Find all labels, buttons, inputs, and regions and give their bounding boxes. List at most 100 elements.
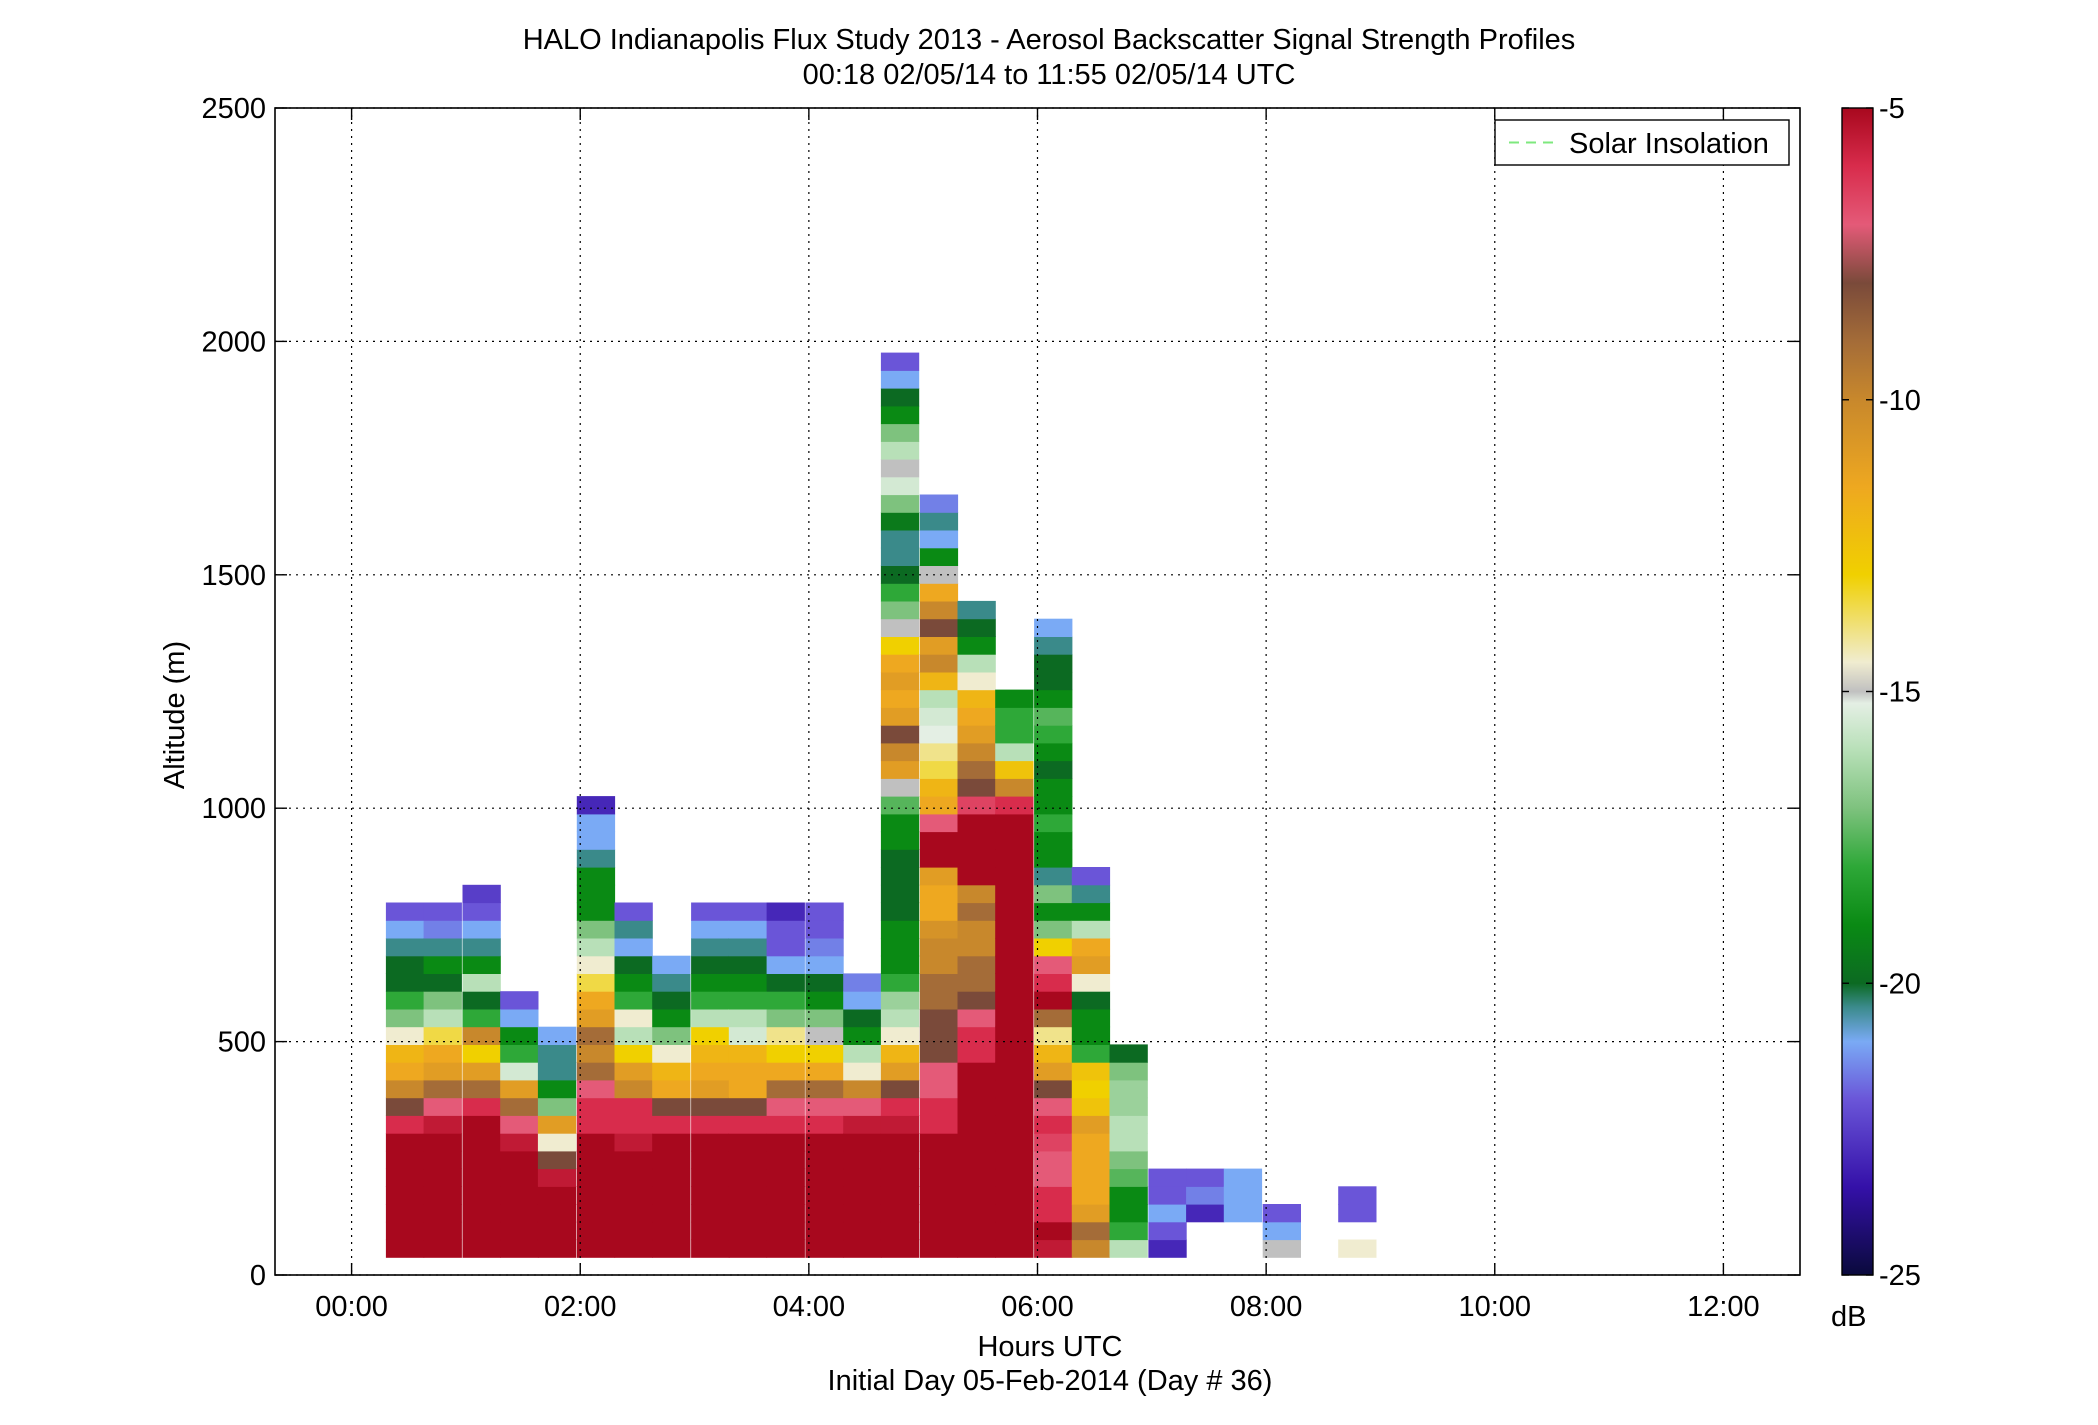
heatmap-cell [919, 1044, 959, 1063]
heatmap-cell [1338, 1239, 1377, 1258]
heatmap-cell [919, 796, 959, 815]
heatmap-cell [957, 831, 996, 850]
heatmap-cell [1071, 867, 1111, 886]
heatmap-cell [995, 796, 1034, 815]
heatmap-cell [576, 867, 616, 886]
heatmap-cell [766, 1062, 805, 1081]
heatmap-cell [766, 955, 805, 974]
heatmap-cell [423, 973, 462, 992]
heatmap-cell [919, 991, 959, 1010]
heatmap-cell [691, 1186, 730, 1205]
heatmap-cell [652, 1133, 691, 1152]
heatmap-cell [576, 1026, 616, 1045]
heatmap-cell [537, 1239, 577, 1258]
heatmap-cell [843, 1239, 882, 1258]
heatmap-cell [728, 1168, 768, 1187]
heatmap-cell [957, 1079, 996, 1099]
heatmap-cell [652, 1168, 691, 1187]
heatmap-cell [691, 1008, 730, 1028]
heatmap-cell [385, 1221, 425, 1241]
heatmap-cell [1071, 902, 1111, 921]
y-tick-label: 1000 [201, 793, 266, 825]
heatmap-cell [614, 902, 653, 921]
heatmap-cell [919, 725, 959, 744]
heatmap-cell [576, 902, 616, 921]
heatmap-cell [1034, 973, 1073, 992]
heatmap-cell [691, 920, 730, 939]
heatmap-cell [691, 1168, 730, 1187]
heatmap-cell [805, 1186, 844, 1205]
heatmap-cell [919, 778, 959, 797]
heatmap-cell [728, 938, 768, 957]
heatmap-cell [1071, 1186, 1111, 1205]
heatmap-cell [728, 1044, 768, 1063]
y-tick-label: 2500 [201, 93, 266, 125]
heatmap-cell [880, 1150, 920, 1170]
heatmap-cell [957, 689, 996, 708]
heatmap-cell [691, 955, 730, 974]
heatmap-cell [1034, 1026, 1073, 1045]
heatmap-cell [805, 973, 844, 992]
heatmap-cell [728, 1097, 768, 1116]
heatmap-cell [843, 1062, 882, 1081]
heatmap-cell [728, 1008, 768, 1028]
heatmap-cell [537, 1204, 577, 1223]
heatmap-cell [919, 973, 959, 992]
heatmap-cell [880, 991, 920, 1010]
legend-label-solar-insolation: Solar Insolation [1569, 128, 1769, 160]
heatmap-cell [880, 955, 920, 974]
heatmap-cell [423, 1044, 462, 1063]
heatmap-cell [957, 884, 996, 904]
heatmap-cell [614, 1097, 653, 1116]
heatmap-cell [919, 707, 959, 726]
heatmap-cell [880, 973, 920, 992]
heatmap-cell [614, 955, 653, 974]
heatmap-cell [995, 1008, 1034, 1028]
heatmap-cell [957, 742, 996, 762]
heatmap-cell [500, 1097, 539, 1116]
heatmap-cell [500, 1150, 539, 1170]
heatmap-cell [957, 1204, 996, 1223]
heatmap-cell [1071, 1221, 1111, 1241]
heatmap-cell [805, 1097, 844, 1116]
heatmap-cell [1109, 1239, 1148, 1258]
heatmap-cell [880, 600, 920, 620]
heatmap-cell [1186, 1186, 1225, 1205]
heatmap-cell [919, 1150, 959, 1170]
heatmap-cell [1148, 1221, 1187, 1241]
heatmap-cell [957, 1168, 996, 1187]
heatmap-cell [385, 1079, 425, 1099]
heatmap-cell [805, 902, 844, 921]
heatmap-cell [1262, 1221, 1301, 1241]
heatmap-cell [500, 1079, 539, 1099]
heatmap-cell [995, 884, 1034, 904]
heatmap-cell [766, 1079, 805, 1099]
heatmap-cell [957, 1062, 996, 1081]
heatmap-cell [423, 920, 462, 939]
heatmap-cell [576, 1079, 616, 1099]
heatmap-cell [766, 1115, 805, 1134]
heatmap-cell [880, 1079, 920, 1099]
heatmap-cell [500, 1133, 539, 1152]
heatmap-cell [1071, 1239, 1111, 1258]
heatmap-cell [843, 1150, 882, 1170]
heatmap-cell [1034, 654, 1073, 673]
heatmap-cell [1071, 955, 1111, 974]
heatmap-cell [957, 1097, 996, 1116]
heatmap-cell [1338, 1204, 1377, 1223]
heatmap-cell [1109, 1079, 1148, 1099]
heatmap-cell [919, 1239, 959, 1258]
heatmap-cell [957, 955, 996, 974]
heatmap-cell [1034, 867, 1073, 886]
heatmap-cell [766, 1026, 805, 1045]
heatmap-cell [919, 1204, 959, 1223]
heatmap-cell [1071, 1026, 1111, 1045]
heatmap-cell [880, 388, 920, 407]
heatmap-cell [576, 1150, 616, 1170]
heatmap-cell [1109, 1062, 1148, 1081]
heatmap-cell [691, 1239, 730, 1258]
heatmap-cell [576, 1186, 616, 1205]
heatmap-cell [1071, 1008, 1111, 1028]
heatmap-cell [957, 707, 996, 726]
